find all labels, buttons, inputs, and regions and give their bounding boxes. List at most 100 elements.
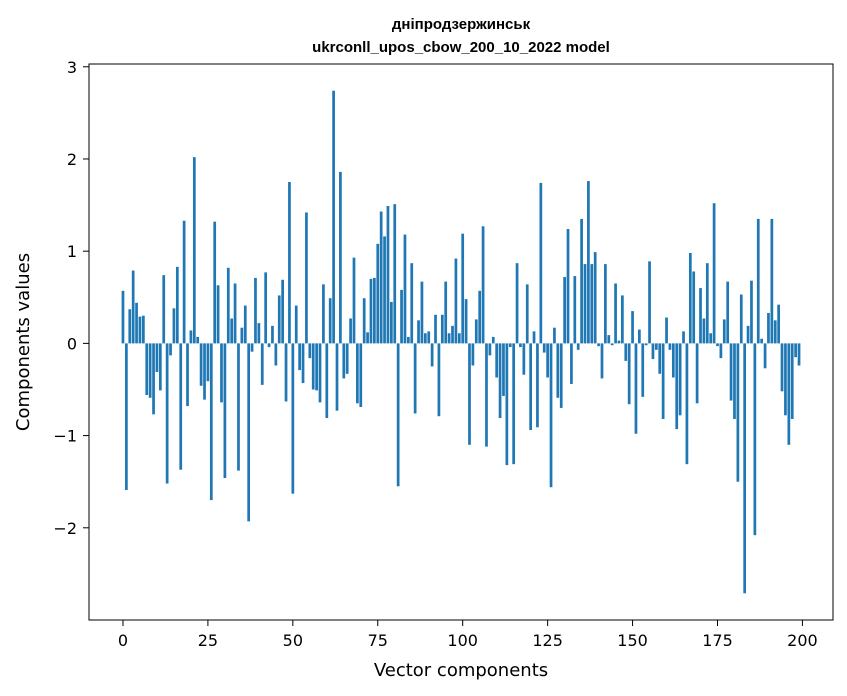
bar xyxy=(410,263,414,344)
bar xyxy=(556,343,560,398)
bar xyxy=(301,343,305,384)
bar xyxy=(634,343,638,434)
bar xyxy=(794,343,797,358)
bar xyxy=(437,343,441,417)
x-tick-label: 125 xyxy=(532,631,563,650)
y-tick-label: −1 xyxy=(53,427,77,446)
bar xyxy=(505,343,509,466)
y-tick-label: 0 xyxy=(67,334,77,353)
bar xyxy=(716,343,719,347)
bar xyxy=(536,343,539,428)
bar xyxy=(237,343,240,471)
bar xyxy=(318,343,322,403)
bar xyxy=(369,278,373,344)
bar xyxy=(736,343,740,482)
y-tick-label: 3 xyxy=(67,58,77,77)
bars-group xyxy=(121,90,801,594)
bar xyxy=(739,294,743,344)
bar xyxy=(644,343,648,346)
bar xyxy=(325,343,329,419)
bar xyxy=(719,343,723,359)
bar xyxy=(597,343,600,347)
bar xyxy=(661,343,665,419)
bar xyxy=(797,343,801,366)
y-tick-label: −2 xyxy=(53,519,77,538)
x-tick-label: 150 xyxy=(617,631,648,650)
bar xyxy=(502,343,505,396)
bar xyxy=(250,343,254,352)
bar xyxy=(423,333,427,344)
bar xyxy=(332,90,335,344)
bar xyxy=(182,220,186,344)
bar xyxy=(621,295,624,344)
y-tick-label: 1 xyxy=(67,242,77,261)
bar xyxy=(485,343,488,447)
bar xyxy=(478,290,482,344)
bar xyxy=(722,319,726,344)
bar xyxy=(125,343,128,490)
bar xyxy=(213,221,217,344)
bar xyxy=(158,343,162,391)
bar xyxy=(274,343,278,366)
bar xyxy=(267,343,271,348)
bar xyxy=(339,171,342,344)
bar xyxy=(576,343,580,350)
bar xyxy=(753,343,757,536)
bar xyxy=(152,343,155,415)
bar xyxy=(189,330,193,344)
bar xyxy=(417,320,420,344)
bar xyxy=(688,253,692,344)
bar xyxy=(427,331,431,344)
x-axis-ticks: 0 25 50 75 100 125 150 175 200 xyxy=(118,620,818,650)
bar xyxy=(315,343,318,391)
bar xyxy=(257,323,261,344)
bar xyxy=(617,340,621,344)
bar xyxy=(298,343,301,371)
bar xyxy=(566,229,570,344)
bar xyxy=(311,343,315,390)
x-tick-label: 0 xyxy=(118,631,128,650)
bar xyxy=(220,343,223,403)
bar xyxy=(614,283,617,344)
bar xyxy=(247,343,251,522)
bar xyxy=(454,258,458,344)
bar xyxy=(233,283,237,344)
bar xyxy=(529,343,532,431)
bar xyxy=(695,343,699,404)
bar xyxy=(162,275,166,344)
bar xyxy=(760,338,764,344)
bar xyxy=(651,343,655,360)
bar xyxy=(692,271,696,344)
bar xyxy=(743,343,747,594)
bar xyxy=(128,309,132,344)
bar xyxy=(145,343,149,396)
bar xyxy=(729,343,733,401)
bar xyxy=(600,343,604,379)
bar xyxy=(767,312,770,344)
bar xyxy=(654,343,658,350)
bar xyxy=(175,266,179,344)
chart-subtitle: ukrconll_upos_cbow_200_10_2022 model xyxy=(312,39,610,56)
bar xyxy=(678,343,682,416)
bar xyxy=(461,233,465,344)
bar xyxy=(216,285,220,344)
bar xyxy=(430,343,434,367)
bar xyxy=(488,343,492,356)
plot-frame xyxy=(88,63,834,621)
bar xyxy=(746,325,750,344)
bar xyxy=(457,333,461,344)
bar xyxy=(604,264,607,344)
bar xyxy=(481,226,485,344)
bar xyxy=(284,343,288,402)
bar xyxy=(580,218,583,344)
bar xyxy=(570,343,573,384)
bar xyxy=(342,343,346,379)
bar xyxy=(165,343,169,484)
bar xyxy=(400,289,403,344)
bar xyxy=(366,332,369,344)
bar xyxy=(546,343,549,378)
bar xyxy=(148,343,152,398)
x-tick-label: 50 xyxy=(283,631,303,650)
bar xyxy=(607,335,611,344)
bar xyxy=(420,281,424,344)
